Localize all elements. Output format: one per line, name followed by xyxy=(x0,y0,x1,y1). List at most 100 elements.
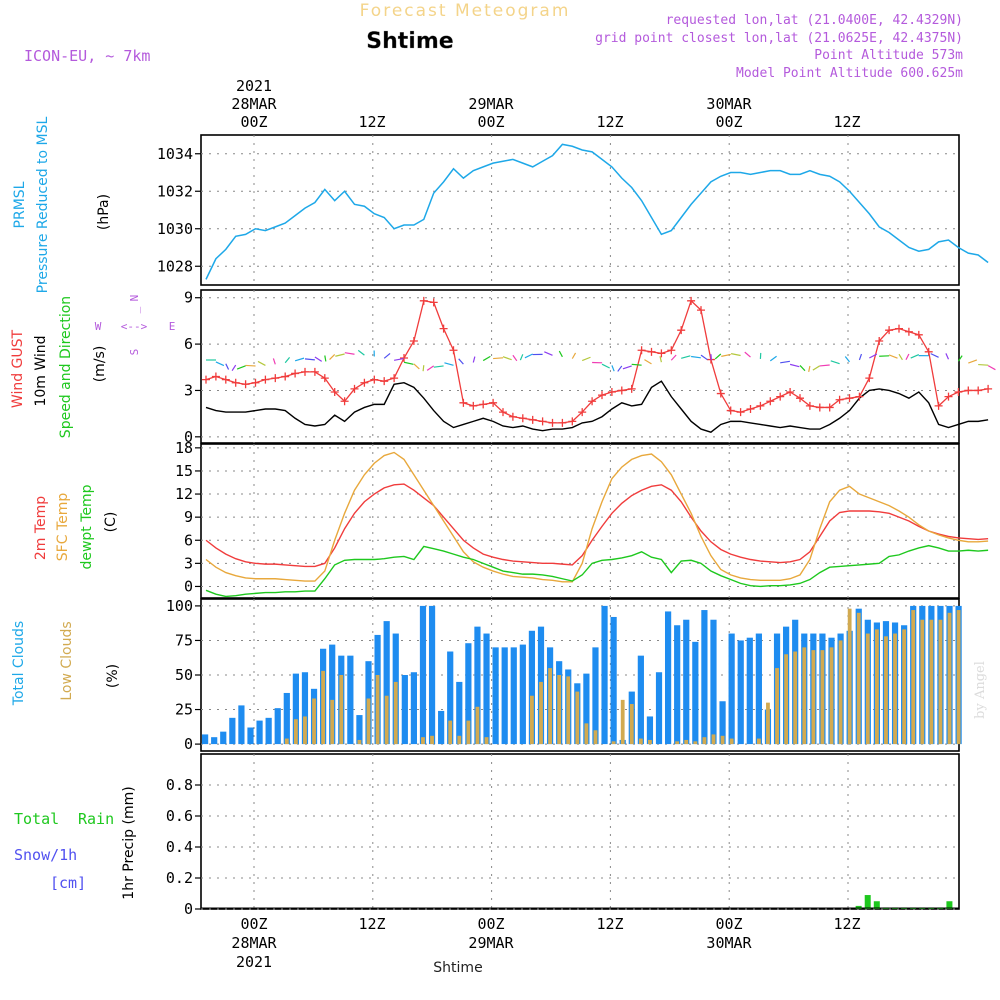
total-cloud-bar xyxy=(347,655,354,745)
total-cloud-bar xyxy=(419,605,427,745)
low-cloud-bar xyxy=(802,647,807,745)
wind-direction-arrow xyxy=(714,353,722,360)
low-cloud-bar xyxy=(920,619,925,745)
wind-direction-arrow xyxy=(444,362,454,366)
total-cloud-bar xyxy=(637,655,644,745)
wind-direction-arrow xyxy=(329,354,336,360)
gust-marker xyxy=(370,375,379,384)
top-tick-00z-1: 00Z xyxy=(240,113,267,131)
bottom-tick-12z-2: 12Z xyxy=(596,915,623,933)
low-cloud-bar xyxy=(475,706,480,745)
gust-marker xyxy=(875,337,884,345)
low-cloud-bar xyxy=(566,676,571,745)
wind-direction-arrow xyxy=(294,357,305,362)
gust-marker xyxy=(835,395,844,404)
gust-marker xyxy=(271,374,280,383)
gust-marker xyxy=(221,375,230,384)
label-1hr-precip: 1hr Precip (mm) xyxy=(121,786,137,899)
total-cloud-bar xyxy=(737,640,744,745)
gust-marker xyxy=(766,397,775,406)
gust-marker xyxy=(598,391,606,400)
low-cloud-bar xyxy=(366,698,371,745)
wind-direction-arrow xyxy=(617,365,623,372)
gust-marker xyxy=(805,401,814,410)
low-cloud-bar xyxy=(811,650,816,745)
total-cloud-bar xyxy=(728,633,735,745)
wind-direction-arrow xyxy=(631,363,642,366)
compass-w: W xyxy=(95,320,102,333)
label-2m-temp: 2m Temp xyxy=(33,496,49,560)
gust-marker xyxy=(508,412,517,421)
y-tick-label: 12 xyxy=(175,485,193,503)
total-cloud-bar xyxy=(492,647,499,745)
wind-direction-arrow xyxy=(284,356,291,364)
gust-marker xyxy=(815,403,824,412)
wind-direction-arrow xyxy=(433,365,444,368)
total-cloud-bar xyxy=(664,611,672,745)
total-cloud-bar xyxy=(719,701,726,745)
low-cloud-bar xyxy=(457,735,462,745)
wind-direction-arrow xyxy=(245,364,256,367)
label-ms: (m/s) xyxy=(92,346,108,383)
total-cloud-bar xyxy=(601,605,608,745)
wind-direction-arrow xyxy=(659,356,662,363)
wind-direction-arrow xyxy=(324,355,327,362)
total-cloud-bar xyxy=(438,710,445,745)
cloud-side-labels: Total Clouds Low Clouds (%) xyxy=(11,621,121,706)
precip-bar xyxy=(864,895,871,909)
bottom-date-30mar: 30MAR xyxy=(706,934,752,952)
top-tick-00z-2: 00Z xyxy=(477,113,504,131)
wind-direction-arrow xyxy=(413,363,420,370)
bottom-date-29mar: 29MAR xyxy=(468,934,514,952)
y-tick-label: 1034 xyxy=(157,145,193,163)
gust-marker xyxy=(716,389,725,398)
low-cloud-bar xyxy=(947,612,952,745)
low-cloud-bar xyxy=(375,675,380,745)
y-tick-label: 3 xyxy=(184,554,193,572)
y-tick-label: 0 xyxy=(184,900,193,918)
low-cloud-bar xyxy=(702,737,707,745)
y-tick-label: 15 xyxy=(175,462,193,480)
wind-direction-arrow xyxy=(519,354,524,361)
low-cloud-bar xyxy=(766,702,770,745)
wind-direction-arrow xyxy=(304,358,315,361)
gust-marker xyxy=(261,375,270,384)
gust-marker xyxy=(241,380,250,389)
low-cloud-bar xyxy=(720,735,725,745)
wind-direction-arrow xyxy=(225,363,230,370)
bottom-date-28mar: 28MAR xyxy=(231,934,277,952)
wind-direction-arrow xyxy=(744,351,751,358)
low-cloud-bar xyxy=(303,716,307,745)
low-cloud-bar xyxy=(557,675,562,745)
total-cloud-bar xyxy=(755,633,762,745)
low-cloud-bar xyxy=(330,699,335,745)
gust-marker xyxy=(291,369,300,378)
gust-marker xyxy=(281,372,290,381)
wind-direction-arrow xyxy=(544,351,553,356)
gust-marker xyxy=(301,367,309,376)
y-tick-label: 0.2 xyxy=(166,869,193,887)
bottom-tick-00z-3: 00Z xyxy=(715,915,742,933)
gust-marker xyxy=(251,378,260,387)
wind-direction-arrow xyxy=(314,356,323,362)
low-cloud-bar xyxy=(293,719,298,745)
bottom-tick-00z-1: 00Z xyxy=(240,915,267,933)
gust-marker xyxy=(776,392,785,401)
wind-direction-arrow xyxy=(888,354,898,359)
gust-marker xyxy=(904,327,913,336)
total-cloud-bar xyxy=(256,720,263,745)
wind-direction-arrow xyxy=(236,365,246,370)
gust-marker xyxy=(568,417,577,426)
compass-n: N xyxy=(128,295,141,302)
low-cloud-bar xyxy=(484,737,489,745)
precip-bar xyxy=(873,901,880,909)
wind-direction-arrow xyxy=(558,350,563,358)
y-tick-label: 1032 xyxy=(157,182,193,200)
top-time-axis: 2021 28MAR 29MAR 30MAR 00Z 12Z 00Z 12Z 0… xyxy=(231,77,860,131)
wind-direction-arrow xyxy=(819,364,830,367)
info-line-1: requested lon,lat (21.0400E, 42.4329N) xyxy=(666,13,963,28)
total-cloud-bar xyxy=(692,641,699,745)
gust-marker xyxy=(538,417,547,426)
y-tick-label: 9 xyxy=(184,508,193,526)
low-cloud-bar xyxy=(620,699,625,745)
